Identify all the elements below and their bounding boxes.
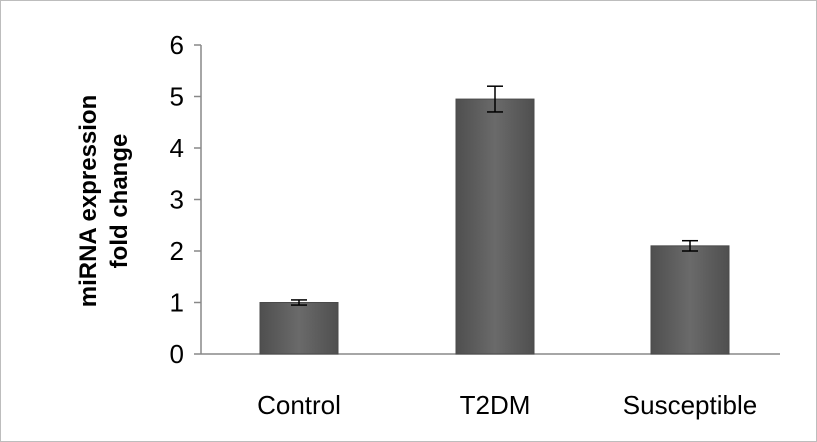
y-axis-label-line-2: fold change	[106, 134, 133, 269]
y-tick-label: 1	[170, 288, 184, 318]
x-tick-label: Control	[257, 390, 341, 420]
bar-t2dm	[455, 98, 535, 355]
bar-susceptible	[650, 245, 730, 355]
y-axis-label-line-1: miRNA expression	[75, 95, 102, 308]
y-tick-label: 6	[170, 30, 184, 60]
y-axis-label: miRNA expression fold change	[75, 95, 133, 308]
y-tick-label: 5	[170, 82, 184, 112]
x-tick-label: T2DM	[460, 390, 531, 420]
y-tick-label: 0	[170, 339, 184, 369]
plot-area: 0 1 2 3 4 5 6 Control T2DM Susceptible	[170, 30, 780, 420]
y-tick-label: 4	[170, 133, 184, 163]
x-tick-label: Susceptible	[623, 390, 757, 420]
y-tick-label: 3	[170, 185, 184, 215]
bar-control	[259, 302, 339, 355]
y-tick-label: 2	[170, 236, 184, 266]
